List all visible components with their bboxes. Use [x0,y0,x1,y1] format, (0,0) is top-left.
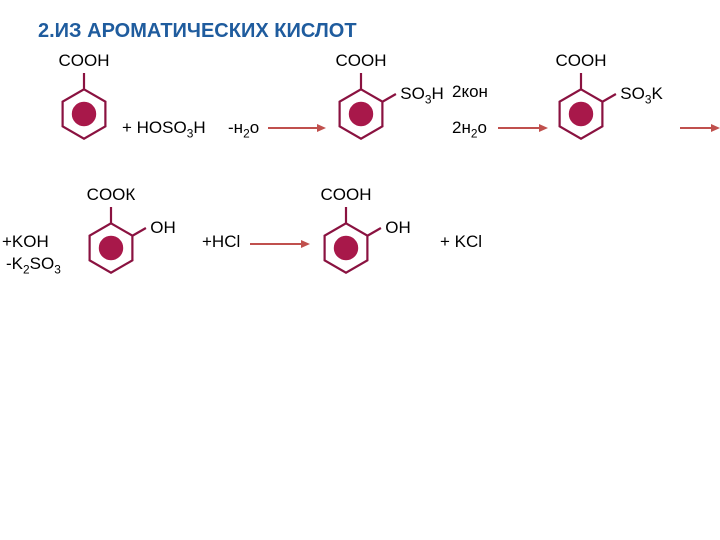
benzene-ring [555,88,607,140]
bond-line [109,205,113,225]
substituent-label: COOH [321,51,401,71]
reaction-label: +HCl [202,232,240,252]
benzene-ring [58,88,110,140]
reaction-label: +KOH [2,232,49,252]
bond-line [600,92,618,104]
benzene-ring [335,88,387,140]
benzene-ring [320,222,372,274]
bond-line [359,71,363,91]
reaction-arrow [496,120,558,136]
reaction-arrow [266,120,336,136]
substituent-label: COOH [541,51,621,71]
substituent-label: COOH [44,51,124,71]
bond-line [344,205,348,225]
substituent-label: OH [385,218,411,238]
reaction-label: 2кон [452,82,488,102]
reaction-label: -н2о [228,118,259,138]
reaction-label: -K2SO3 [6,254,61,274]
bond-line [365,226,383,238]
reaction-arrow [248,236,320,252]
reaction-arrow [678,120,720,136]
substituent-label: OH [150,218,176,238]
bond-line [130,226,148,238]
substituent-label: COOH [306,185,386,205]
section-title: 2.ИЗ АРОМАТИЧЕСКИХ КИСЛОТ [38,20,357,43]
bond-line [82,71,86,91]
reaction-label: + HOSO3H [122,118,206,138]
reaction-label: 2н2о [452,118,487,138]
benzene-ring [85,222,137,274]
substituent-label: SO3H [400,84,443,104]
bond-line [380,92,398,104]
substituent-label: COOК [71,185,151,205]
bond-line [579,71,583,91]
substituent-label: SO3K [620,84,663,104]
reaction-label: + KCl [440,232,482,252]
